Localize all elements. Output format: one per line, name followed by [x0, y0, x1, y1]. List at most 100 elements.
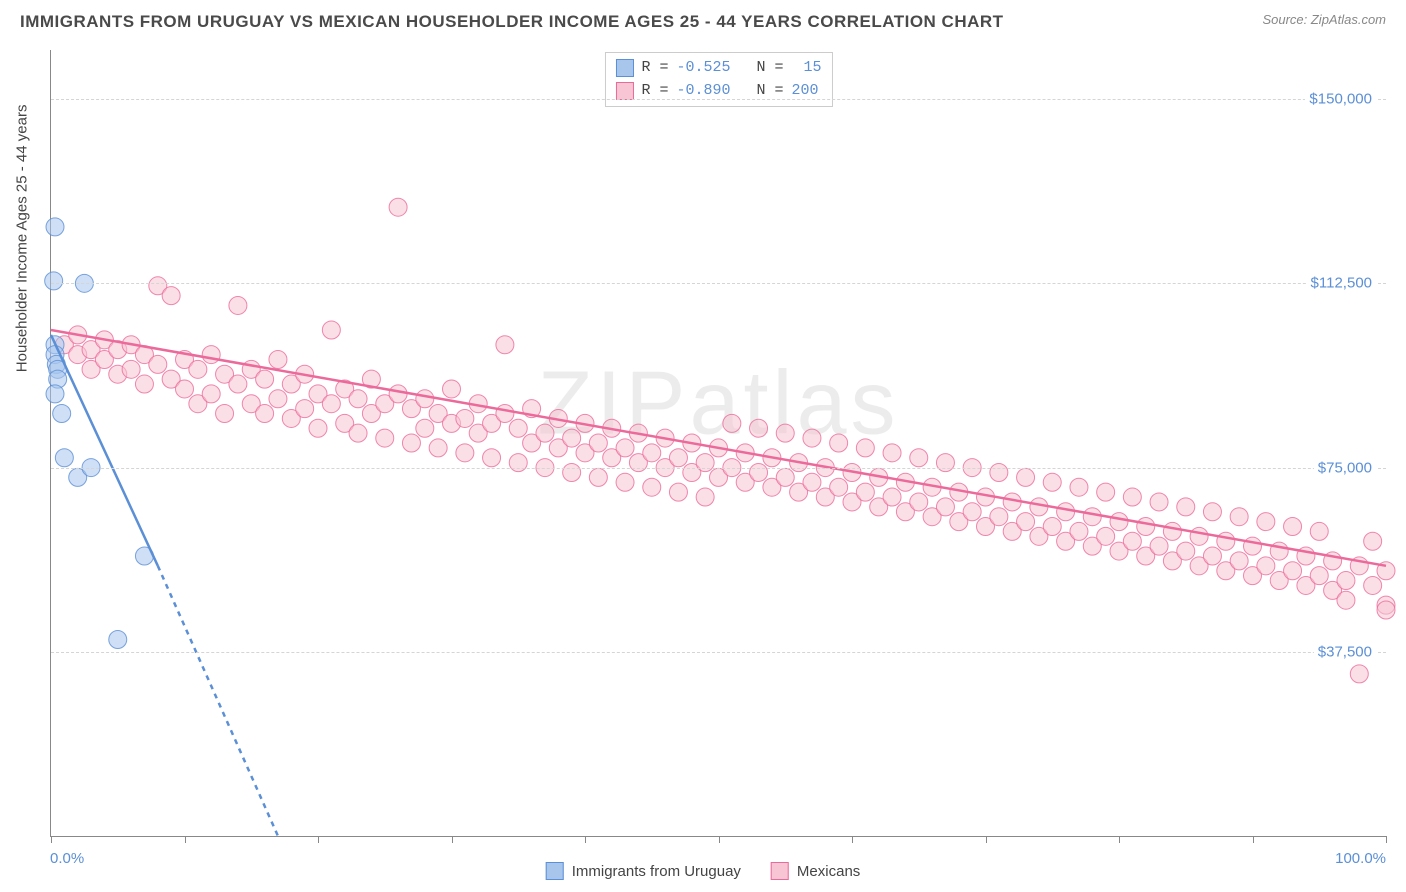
xtick	[1119, 836, 1120, 843]
data-point	[1377, 601, 1395, 619]
gridline	[51, 468, 1386, 469]
xtick	[986, 836, 987, 843]
data-point	[1070, 522, 1088, 540]
data-point	[45, 272, 63, 290]
data-point	[389, 385, 407, 403]
xtick	[51, 836, 52, 843]
data-point	[189, 360, 207, 378]
legend-label-uruguay: Immigrants from Uruguay	[572, 863, 741, 880]
data-point	[1230, 552, 1248, 570]
data-point	[1337, 572, 1355, 590]
data-point	[53, 405, 71, 423]
xaxis-max-label: 100.0%	[1335, 850, 1386, 867]
source-label: Source: ZipAtlas.com	[1262, 12, 1386, 27]
data-point	[1110, 513, 1128, 531]
data-point	[1364, 576, 1382, 594]
data-point	[135, 375, 153, 393]
data-point	[1150, 537, 1168, 555]
chart-container: Householder Income Ages 25 - 44 years ZI…	[50, 50, 1386, 837]
data-point	[256, 370, 274, 388]
xtick	[185, 836, 186, 843]
data-point	[1070, 478, 1088, 496]
data-point	[176, 380, 194, 398]
data-point	[309, 419, 327, 437]
data-point	[389, 198, 407, 216]
data-point	[496, 405, 514, 423]
data-point	[963, 503, 981, 521]
xtick	[585, 836, 586, 843]
data-point	[1310, 522, 1328, 540]
data-point	[509, 419, 527, 437]
data-point	[1123, 488, 1141, 506]
data-point	[322, 321, 340, 339]
data-point	[1337, 591, 1355, 609]
ytick-label: $150,000	[1305, 91, 1376, 108]
data-point	[55, 449, 73, 467]
gridline	[51, 283, 1386, 284]
data-point	[589, 434, 607, 452]
data-point	[1097, 527, 1115, 545]
data-point	[1043, 518, 1061, 536]
xtick	[452, 836, 453, 843]
data-point	[776, 468, 794, 486]
r-uruguay: -0.525	[676, 57, 730, 80]
data-point	[1203, 503, 1221, 521]
data-point	[349, 390, 367, 408]
data-point	[122, 360, 140, 378]
data-point	[616, 473, 634, 491]
data-point	[936, 454, 954, 472]
data-point	[696, 454, 714, 472]
data-point	[349, 424, 367, 442]
data-point	[910, 493, 928, 511]
data-point	[1350, 665, 1368, 683]
data-point	[216, 405, 234, 423]
data-point	[483, 449, 501, 467]
data-point	[1257, 557, 1275, 575]
data-point	[1190, 527, 1208, 545]
data-point	[416, 390, 434, 408]
data-point	[803, 429, 821, 447]
data-point	[269, 350, 287, 368]
data-point	[696, 488, 714, 506]
data-point	[643, 444, 661, 462]
data-point	[803, 473, 821, 491]
data-point	[723, 414, 741, 432]
gridline	[51, 99, 1386, 100]
chart-title: IMMIGRANTS FROM URUGUAY VS MEXICAN HOUSE…	[20, 12, 1004, 32]
data-point	[776, 424, 794, 442]
data-point	[830, 434, 848, 452]
data-point	[1284, 562, 1302, 580]
ytick-label: $75,000	[1314, 459, 1376, 476]
data-point	[402, 434, 420, 452]
data-point	[149, 355, 167, 373]
data-point	[322, 395, 340, 413]
ytick-label: $37,500	[1314, 643, 1376, 660]
data-point	[496, 336, 514, 354]
data-point	[509, 454, 527, 472]
data-point	[456, 409, 474, 427]
gridline	[51, 652, 1386, 653]
data-point	[830, 478, 848, 496]
data-point	[990, 463, 1008, 481]
data-point	[563, 429, 581, 447]
legend-swatch-mexicans	[771, 862, 789, 880]
n-uruguay: 15	[792, 57, 822, 80]
data-point	[1150, 493, 1168, 511]
data-point	[46, 218, 64, 236]
data-point	[162, 287, 180, 305]
data-point	[46, 385, 64, 403]
data-point	[1203, 547, 1221, 565]
legend: Immigrants from Uruguay Mexicans	[546, 862, 861, 880]
xtick	[318, 836, 319, 843]
data-point	[616, 439, 634, 457]
data-point	[1097, 483, 1115, 501]
data-point	[1017, 468, 1035, 486]
data-point	[750, 419, 768, 437]
data-point	[750, 463, 768, 481]
scatter-svg	[51, 50, 1386, 836]
data-point	[1257, 513, 1275, 531]
data-point	[856, 439, 874, 457]
data-point	[883, 444, 901, 462]
data-point	[1137, 518, 1155, 536]
data-point	[229, 296, 247, 314]
